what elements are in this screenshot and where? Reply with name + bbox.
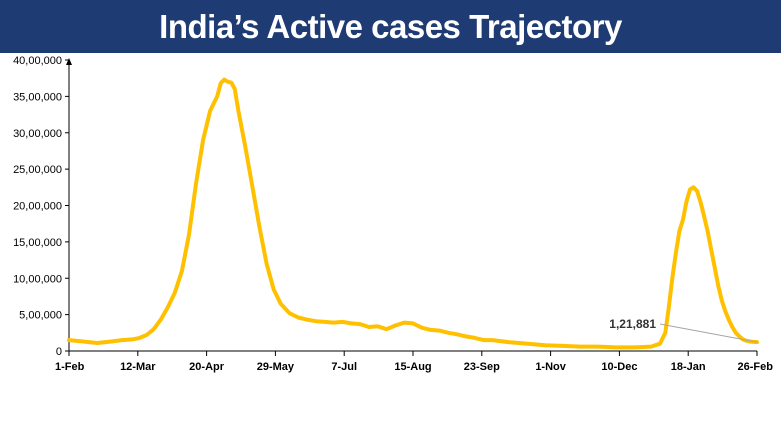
annotation-layer: 1,21,881 [609, 317, 758, 343]
y-tick-label: 20,00,000 [13, 201, 62, 213]
y-axis-ticks: 0 5,00,000 10,00,000 15,00,000 20,00,000 25,0… [13, 55, 69, 358]
x-tick-label: 23-Sep [464, 361, 500, 373]
x-tick-label: 18-Jan [671, 361, 706, 373]
x-tick-label: 1-Feb [55, 361, 85, 373]
x-tick-label: 12-Mar [120, 361, 156, 373]
x-axis-ticks: 1-Feb 12-Mar 20-Apr 29-May 7-Jul 15-Aug 23-Sep… [55, 351, 773, 373]
x-tick-label: 10-Dec [601, 361, 637, 373]
y-tick-label: 0 [56, 346, 62, 358]
x-tick-label: 20-Apr [189, 361, 225, 373]
series-line-active-cases [67, 77, 759, 350]
series-layer [67, 77, 759, 350]
annotation-leader-line [659, 323, 758, 343]
y-tick-label: 35,00,000 [13, 91, 62, 103]
y-axis-arrow [66, 58, 72, 65]
x-tick-label: 26-Feb [738, 361, 774, 373]
y-tick-label: 40,00,000 [13, 55, 62, 67]
y-tick-label: 5,00,000 [19, 310, 62, 322]
x-tick-label: 29-May [257, 361, 295, 373]
title-banner: India’s Active cases Trajectory [0, 0, 781, 53]
x-tick-label: 15-Aug [394, 361, 431, 373]
y-tick-label: 30,00,000 [13, 128, 62, 140]
chart-title: India’s Active cases Trajectory [159, 7, 622, 45]
annotation-label: 1,21,881 [609, 317, 656, 331]
x-tick-label: 1-Nov [535, 361, 566, 373]
y-tick-label: 15,00,000 [13, 237, 62, 249]
line-chart: 0 5,00,000 10,00,000 15,00,000 20,00,000 25,0… [13, 55, 773, 373]
y-tick-label: 10,00,000 [13, 273, 62, 285]
y-tick-label: 25,00,000 [13, 164, 62, 176]
x-tick-label: 7-Jul [331, 361, 357, 373]
